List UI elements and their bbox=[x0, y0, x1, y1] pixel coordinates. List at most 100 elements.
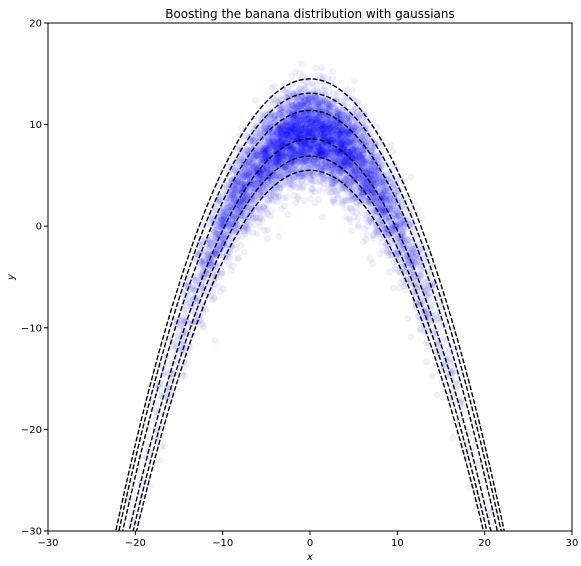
scatter-point bbox=[449, 433, 457, 441]
scatter-point bbox=[287, 145, 295, 153]
scatter-point bbox=[408, 238, 416, 246]
scatter-point bbox=[344, 132, 352, 140]
scatter-point bbox=[289, 120, 296, 128]
scatter-point bbox=[338, 118, 346, 126]
scatter-point bbox=[301, 131, 309, 139]
scatter-point bbox=[344, 158, 351, 165]
scatter-point bbox=[304, 130, 312, 138]
scatter-point bbox=[258, 125, 266, 132]
scatter-point bbox=[309, 124, 317, 132]
scatter-point bbox=[341, 158, 348, 166]
scatter-point bbox=[318, 96, 326, 104]
scatter-point bbox=[273, 110, 281, 118]
scatter-point bbox=[362, 236, 370, 244]
scatter-point bbox=[318, 141, 326, 149]
scatter-point bbox=[391, 265, 399, 273]
scatter-point bbox=[341, 157, 349, 165]
scatter-point bbox=[322, 164, 330, 172]
scatter-point bbox=[391, 213, 399, 221]
scatter-point bbox=[293, 147, 301, 155]
scatter-point bbox=[232, 186, 240, 194]
scatter-point bbox=[345, 135, 353, 143]
scatter-point bbox=[302, 96, 310, 104]
scatter-point bbox=[273, 147, 281, 155]
scatter-point bbox=[308, 155, 316, 163]
scatter-point bbox=[391, 212, 398, 220]
scatter-point bbox=[361, 182, 369, 190]
scatter-point bbox=[418, 214, 425, 222]
scatter-point bbox=[324, 124, 332, 132]
scatter-point bbox=[306, 119, 314, 127]
scatter-point bbox=[220, 212, 228, 220]
scatter-point bbox=[269, 156, 277, 164]
scatter-point bbox=[264, 166, 272, 174]
scatter-point bbox=[317, 166, 325, 174]
scatter-point bbox=[312, 120, 320, 128]
scatter-point bbox=[283, 146, 291, 154]
scatter-point bbox=[312, 130, 320, 138]
scatter-point bbox=[302, 122, 310, 130]
scatter-point bbox=[307, 110, 315, 118]
scatter-point bbox=[429, 302, 437, 310]
scatter-point bbox=[320, 130, 328, 137]
scatter-point bbox=[396, 223, 404, 230]
scatter-point bbox=[224, 199, 232, 207]
scatter-point bbox=[278, 108, 286, 116]
scatter-point bbox=[283, 147, 291, 155]
scatter-point bbox=[235, 187, 243, 195]
scatter-point bbox=[302, 128, 309, 136]
scatter-point bbox=[326, 100, 334, 108]
scatter-point bbox=[361, 159, 369, 167]
scatter-point bbox=[302, 144, 310, 152]
scatter-point bbox=[281, 104, 289, 112]
scatter-point bbox=[349, 130, 357, 138]
scatter-point bbox=[378, 181, 386, 189]
scatter-point bbox=[388, 147, 396, 155]
scatter-point bbox=[323, 174, 331, 182]
scatter-point bbox=[392, 215, 400, 222]
scatter-point bbox=[317, 147, 325, 155]
scatter-point bbox=[395, 194, 403, 202]
scatter-point bbox=[295, 130, 303, 138]
scatter-point bbox=[357, 189, 365, 197]
scatter-point bbox=[233, 162, 241, 170]
scatter-point bbox=[331, 161, 339, 169]
scatter-point bbox=[355, 171, 363, 179]
scatter-point bbox=[318, 98, 326, 106]
scatter-point bbox=[352, 122, 360, 130]
scatter-point bbox=[351, 166, 359, 174]
scatter-point bbox=[287, 130, 295, 138]
scatter-point bbox=[292, 129, 300, 137]
scatter-point bbox=[302, 127, 310, 134]
scatter-point bbox=[286, 128, 293, 136]
scatter-point bbox=[361, 179, 369, 187]
scatter-point bbox=[211, 336, 219, 344]
scatter-point bbox=[279, 123, 287, 131]
scatter-point bbox=[260, 168, 268, 176]
scatter-point bbox=[300, 197, 308, 204]
scatter-point bbox=[266, 140, 274, 148]
scatter-point bbox=[344, 135, 352, 143]
scatter-point bbox=[371, 179, 379, 187]
scatter-point bbox=[442, 347, 450, 355]
scatter-point bbox=[322, 129, 330, 137]
scatter-point bbox=[331, 182, 339, 190]
scatter-point bbox=[368, 161, 376, 169]
scatter-point bbox=[318, 86, 326, 94]
scatter-point bbox=[289, 144, 296, 151]
scatter-point bbox=[354, 167, 361, 175]
scatter-point bbox=[288, 167, 296, 175]
scatter-point bbox=[410, 255, 418, 263]
scatter-point bbox=[281, 127, 289, 135]
scatter-point bbox=[265, 161, 273, 169]
scatter-point bbox=[332, 96, 339, 104]
scatter-point bbox=[225, 191, 233, 199]
scatter-point bbox=[264, 180, 272, 188]
scatter-point bbox=[392, 216, 400, 223]
scatter-point bbox=[267, 142, 275, 150]
scatter-point bbox=[322, 141, 330, 149]
scatter-point bbox=[215, 223, 223, 231]
scatter-point bbox=[349, 159, 357, 167]
scatter-point bbox=[274, 135, 282, 142]
scatter-point bbox=[296, 132, 304, 140]
